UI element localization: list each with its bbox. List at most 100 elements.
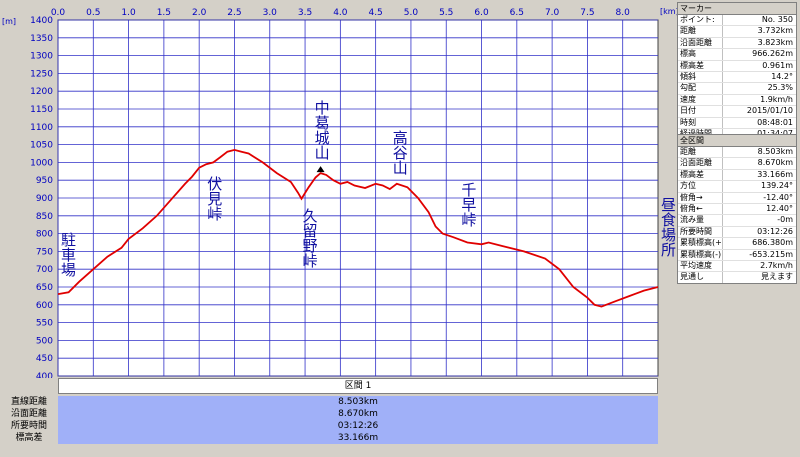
place-label: 千早峠 [459, 182, 477, 227]
y-tick-label: 1150 [30, 105, 53, 115]
row-label: 累積標高(+) [680, 238, 723, 249]
y-tick-label: 700 [36, 265, 53, 275]
row-label: 累積標高(-) [680, 249, 723, 260]
row-label: 平均速度 [678, 260, 723, 272]
x-tick-label: 0.5 [86, 8, 100, 18]
y-tick-label: 850 [36, 212, 53, 222]
y-tick-label: 650 [36, 283, 53, 293]
summary-value: 8.503km [58, 396, 658, 408]
y-tick-label: 1200 [30, 87, 53, 97]
row-value: 2.7km/h [760, 260, 793, 270]
row-label: 勾配 [678, 83, 723, 94]
row-label: 時刻 [678, 117, 723, 128]
total-panel-row: 所要時間 03:12:26 [678, 226, 796, 239]
row-value: 3.732km [757, 26, 793, 36]
total-panel-row: 標高差 33.166m [678, 169, 796, 182]
summary-row-surface-distance: 沿面距離 8.670km [0, 408, 658, 420]
row-label: 速度 [678, 94, 723, 106]
marker-panel-row: ポイント: No. 350 [678, 15, 796, 27]
marker-panel-row: 日付 2015/01/10 [678, 106, 796, 118]
row-label: 傾斜 [678, 71, 723, 83]
row-label: 所要時間 [678, 226, 723, 238]
row-value: 8.670km [757, 158, 793, 168]
total-panel-row: 流み量 -0m [678, 215, 796, 227]
y-tick-label: 550 [36, 319, 53, 329]
x-tick-label: 3.0 [263, 8, 278, 18]
row-label: 俯角→ [678, 192, 723, 203]
marker-panel-row: 標高差 0.961m [678, 60, 796, 72]
marker-triangle-icon[interactable] [316, 166, 325, 173]
y-tick-label: 1400 [30, 16, 53, 26]
summary-row-straight-distance: 直線距離 8.503km [0, 396, 658, 408]
x-tick-label: 2.5 [227, 8, 241, 18]
row-value: 686.380m [752, 238, 793, 248]
row-label: 方位 [678, 181, 723, 192]
chart-ticks: 0.0 0.5 1.0 1.5 2.0 2.5 3.0 3.5 4.0 4.5 5.0 5.5 6.0 6… [30, 8, 630, 378]
row-value: No. 350 [761, 15, 793, 24]
row-label: 流み量 [678, 215, 723, 226]
total-panel-row: 見通し 見えます [678, 272, 796, 283]
y-tick-label: 400 [36, 372, 53, 378]
row-value: 25.3% [767, 83, 793, 93]
row-value: 2015/01/10 [746, 106, 793, 116]
section-summary: 直線距離 8.503km 沿面距離 8.670km 所要時間 03:12:26 … [0, 394, 658, 457]
y-tick-label: 900 [36, 194, 53, 204]
x-tick-label: 6.5 [510, 8, 524, 18]
x-tick-label: 1.0 [121, 8, 136, 18]
marker-panel-row: 傾斜 14.2° [678, 71, 796, 84]
marker-point[interactable] [316, 166, 325, 173]
x-tick-label: 5.5 [439, 8, 453, 18]
chart-grid [57, 19, 658, 377]
row-label: 距離 [678, 147, 723, 158]
row-label: 俯角← [678, 203, 723, 215]
summary-label: 直線距離 [0, 396, 58, 408]
row-label: 距離 [678, 26, 723, 37]
y-tick-label: 500 [36, 336, 53, 346]
row-value: 966.262m [752, 49, 793, 59]
marker-panel-row: 勾配 25.3% [678, 83, 796, 95]
y-tick-label: 1250 [30, 69, 53, 79]
total-info-panel: 全区間 距離 8.503km 沿面距離 8.670km 標高差 33.166m 方位 139.… [677, 134, 797, 284]
summary-label: 所要時間 [0, 420, 58, 432]
y-tick-label: 450 [36, 354, 53, 364]
row-value: 33.166m [757, 169, 793, 179]
summary-value: 03:12:26 [58, 420, 658, 432]
row-label: 沿面距離 [678, 37, 723, 49]
section-title-bar[interactable]: 区間 1 [58, 378, 658, 394]
x-tick-label: 1.5 [157, 8, 171, 18]
row-label: 標高差 [678, 60, 723, 71]
y-tick-label: 800 [36, 230, 53, 240]
elevation-chart: 0.0 0.5 1.0 1.5 2.0 2.5 3.0 3.5 4.0 4.5 5.0 5.5 6.0 6… [2, 7, 679, 378]
x-tick-label: 7.5 [580, 8, 594, 18]
row-value: 01:34:07 [723, 129, 796, 139]
total-panel-row: 距離 8.503km [678, 147, 796, 159]
x-tick-label: 3.5 [298, 8, 312, 18]
row-value: 8.503km [757, 147, 793, 156]
row-label: 標高差 [678, 169, 723, 181]
x-tick-label: 0.0 [51, 8, 66, 18]
x-tick-label: 4.5 [368, 8, 382, 18]
total-panel-row: 俯角→ -12.40° [678, 192, 796, 204]
total-panel-row: 平均速度 2.7km/h [678, 260, 796, 273]
y-tick-label: 950 [36, 176, 53, 186]
summary-label: 標高差 [0, 432, 58, 444]
x-tick-label: 4.0 [333, 8, 348, 18]
place-label: 昼食場所 [659, 197, 677, 257]
row-value: 1.9km/h [760, 94, 793, 104]
marker-panel-row: 標高 966.262m [678, 49, 796, 61]
total-panel-row: 累積標高(-) -653.215m [678, 249, 796, 261]
row-label: 沿面距離 [678, 158, 723, 169]
total-panel-row: 沿面距離 8.670km [678, 158, 796, 170]
x-tick-label: 5.0 [404, 8, 419, 18]
summary-row-duration: 所要時間 03:12:26 [0, 420, 658, 432]
y-tick-label: 1350 [30, 34, 53, 44]
elevation-series-line [57, 148, 659, 308]
y-tick-label: 1100 [30, 123, 53, 133]
y-tick-label: 1050 [30, 141, 53, 151]
total-panel-row: 方位 139.24° [678, 181, 796, 193]
place-label: 中葛城山 [313, 100, 331, 160]
y-tick-label: 1300 [30, 52, 53, 62]
row-value: 見えます [761, 272, 793, 282]
place-label: 久留野峠 [301, 208, 319, 268]
